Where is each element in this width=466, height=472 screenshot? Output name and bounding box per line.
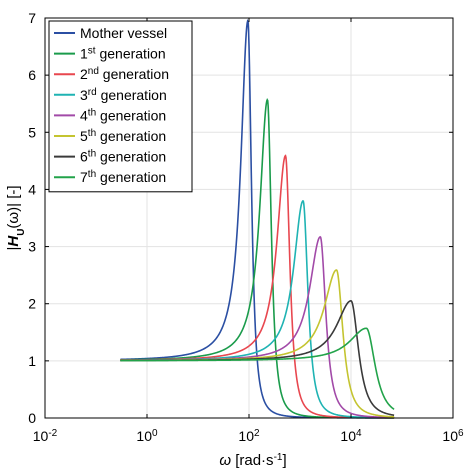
x-tick-base: 10 <box>442 428 458 444</box>
legend-entry-pre: Mother vessel <box>80 25 167 41</box>
y-tick-label: 7 <box>28 10 36 26</box>
y-tick-label: 3 <box>28 239 36 255</box>
y-axis-label: |HU(ω)| [-] <box>5 185 27 250</box>
x-tick-label: 10-2 <box>33 428 58 445</box>
x-axis-unit: [rad·s <box>231 452 274 469</box>
legend-entry-label: 5th generation <box>80 128 166 145</box>
y-tick-label: 6 <box>28 67 36 83</box>
x-tick-base: 10 <box>136 428 152 444</box>
x-tick-exp: 2 <box>254 428 260 439</box>
legend-entry-label: 7th generation <box>80 169 166 186</box>
legend-entry-post: generation <box>97 87 167 103</box>
legend-entry-label: Mother vessel <box>80 25 167 41</box>
legend-entry-post: generation <box>96 169 166 185</box>
y-tick-label: 4 <box>28 181 36 197</box>
y-tick-label: 1 <box>28 353 36 369</box>
x-tick-exp: -2 <box>48 428 57 439</box>
x-tick-exp: 6 <box>458 428 464 439</box>
y-tick-label: 5 <box>28 124 36 140</box>
legend-box <box>48 20 193 193</box>
legend-entry-pre: 4 <box>80 107 88 123</box>
x-tick-label: 100 <box>136 428 158 445</box>
legend-entry-pre: 2 <box>80 66 88 82</box>
legend-entry-pre: 7 <box>80 169 88 185</box>
legend-entry-label: 3rd generation <box>80 86 167 103</box>
x-tick-base: 10 <box>238 428 254 444</box>
legend-entry-sup: th <box>88 148 96 159</box>
legend-entry-sup: th <box>88 128 96 139</box>
x-axis-unit-exp: -1 <box>274 452 283 463</box>
legend-entry-sup: th <box>88 169 96 180</box>
x-tick-label: 102 <box>238 428 260 445</box>
legend-entry-label: 1st generation <box>80 45 166 62</box>
x-tick-exp: 4 <box>356 428 362 439</box>
legend-entry-sup: rd <box>88 86 97 97</box>
y-axis-main: H <box>5 235 22 247</box>
legend-entry-label: 4th generation <box>80 107 166 124</box>
x-axis-label: ω [rad·s-1] <box>219 452 286 470</box>
x-tick-base: 10 <box>33 428 49 444</box>
legend-entry-pre: 5 <box>80 128 88 144</box>
legend-entry-post: generation <box>96 46 166 62</box>
legend-entry-post: generation <box>96 149 166 165</box>
y-axis-sub: U <box>16 229 27 236</box>
x-axis-symbol: ω <box>219 452 231 469</box>
x-tick-base: 10 <box>340 428 356 444</box>
y-axis-rest: (ω)| [-] <box>5 185 22 228</box>
y-tick-label: 0 <box>28 410 36 426</box>
legend-entry-pre: 1 <box>80 46 88 62</box>
legend-entry-label: 2nd generation <box>80 66 169 83</box>
legend-entry-sup: nd <box>88 66 99 77</box>
legend-entry-post: generation <box>96 107 166 123</box>
legend-entry-sup: st <box>88 45 96 56</box>
y-axis-open: | <box>5 247 22 251</box>
x-tick-label: 104 <box>340 428 362 445</box>
y-tick-label: 2 <box>28 296 36 312</box>
series-line-5 <box>120 269 395 418</box>
series-line-2 <box>120 154 395 419</box>
legend-entry-pre: 3 <box>80 87 88 103</box>
legend-entry-post: generation <box>96 128 166 144</box>
ticks <box>44 17 454 419</box>
legend-entry-post: generation <box>99 66 169 82</box>
legend-entry-pre: 6 <box>80 149 88 165</box>
x-axis-unit-close: ] <box>282 452 286 469</box>
legend-entry-sup: th <box>88 107 96 118</box>
series-line-4 <box>120 235 395 419</box>
legend-entry-label: 6th generation <box>80 148 166 165</box>
series-line-7 <box>120 327 395 410</box>
x-tick-exp: 0 <box>152 428 158 439</box>
x-tick-label: 106 <box>442 428 464 445</box>
